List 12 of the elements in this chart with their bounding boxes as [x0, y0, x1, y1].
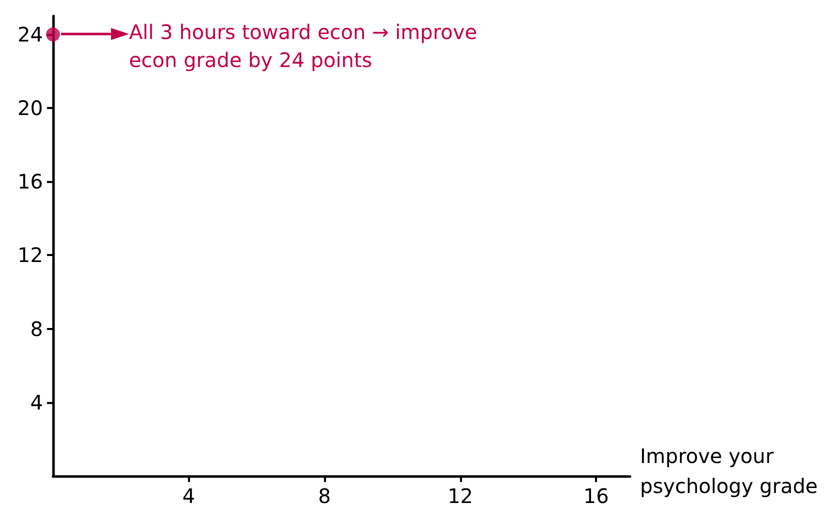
x-tick-label: 4	[182, 484, 196, 508]
x-tick-label: 12	[448, 484, 474, 508]
y-tick-label: 16	[18, 170, 43, 194]
y-tick-label: 8	[30, 316, 43, 341]
y-tick-label: 24	[18, 22, 43, 46]
x-tick-label: 8	[318, 484, 331, 508]
x-tick-label: 16	[583, 484, 609, 508]
annotation: All 3 hours toward econ → improve econ grade by 24 points	[129, 19, 478, 74]
y-tick-label: 12	[18, 243, 43, 268]
y-tick-label: 20	[18, 96, 43, 120]
y-tick-label: 4	[30, 390, 43, 414]
x-axis-title: Improve your psychology grade	[640, 444, 818, 498]
